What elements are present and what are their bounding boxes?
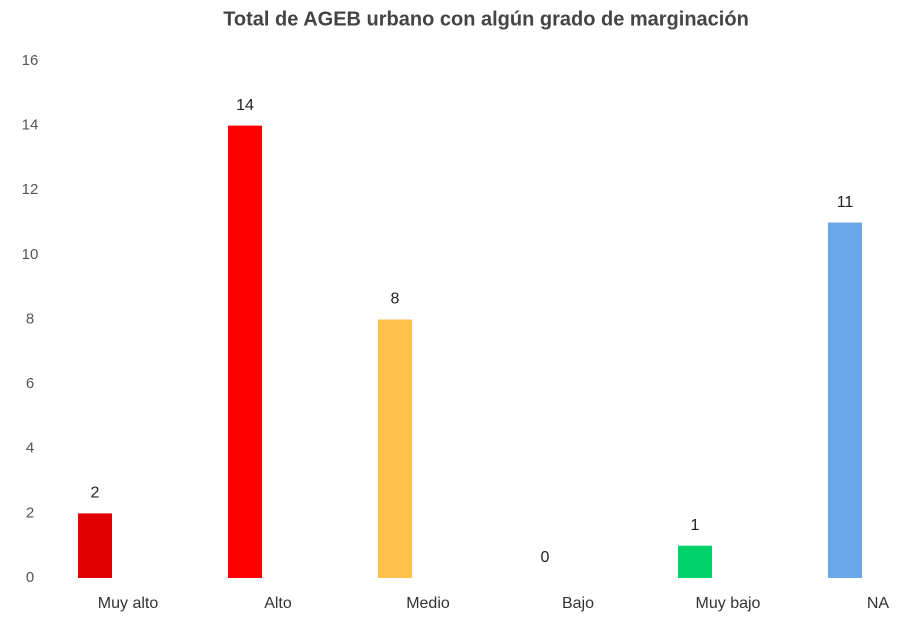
y-tick-label: 14 xyxy=(22,117,39,134)
x-tick-label: Alto xyxy=(264,595,292,612)
data-label: 11 xyxy=(837,194,854,211)
y-tick-label: 6 xyxy=(26,375,34,392)
bar xyxy=(828,222,862,578)
bar xyxy=(678,545,712,578)
data-label: 1 xyxy=(691,517,700,534)
y-tick-label: 4 xyxy=(26,440,34,457)
x-tick-label: Muy alto xyxy=(98,595,159,612)
y-tick-label: 2 xyxy=(26,504,34,521)
data-label: 0 xyxy=(541,549,550,566)
x-tick-label: Bajo xyxy=(562,595,594,612)
data-label: 8 xyxy=(391,291,400,308)
y-tick-label: 8 xyxy=(26,310,34,327)
x-tick-label: Medio xyxy=(406,595,450,612)
data-label: 2 xyxy=(91,485,100,502)
bar xyxy=(78,513,112,578)
x-tick-label: Muy bajo xyxy=(696,595,761,612)
chart-title: Total de AGEB urbano con algún grado de … xyxy=(223,8,749,30)
y-tick-label: 10 xyxy=(22,246,39,263)
data-label: 14 xyxy=(236,97,254,114)
y-tick-label: 16 xyxy=(22,52,39,69)
bar xyxy=(378,319,412,578)
bar xyxy=(228,125,262,578)
y-tick-label: 12 xyxy=(22,181,39,198)
y-tick-label: 0 xyxy=(26,569,34,586)
x-tick-label: NA xyxy=(867,595,890,612)
